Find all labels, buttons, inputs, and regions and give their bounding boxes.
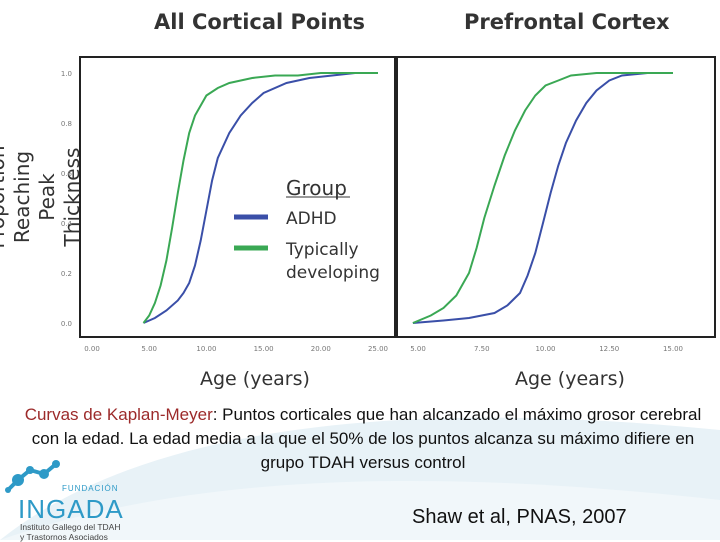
y-tick-label: 0.2 bbox=[61, 270, 72, 278]
caption: Curvas de Kaplan-Meyer: Puntos corticale… bbox=[18, 403, 708, 475]
series-line-adhd bbox=[143, 72, 378, 324]
x-tick-label: 10.00 bbox=[535, 345, 555, 353]
ingada-logo: FUNDACIÓN INGADA Instituto Gallego del T… bbox=[0, 458, 170, 542]
citation: Shaw et al, PNAS, 2007 bbox=[412, 506, 627, 528]
legend-label-typical-line2: developing bbox=[286, 263, 380, 283]
chart-area: 0.0 0.2 0.4 0.6 0.8 1.0 0.00 5.00 10.00 15.00 20.0… bbox=[61, 56, 716, 353]
y-tick-label: 0.0 bbox=[61, 320, 72, 328]
logo-subtitle-1: Instituto Gallego del TDAH bbox=[20, 522, 121, 532]
y-tick-label: 0.8 bbox=[61, 120, 72, 128]
y-tick-label: 0.4 bbox=[61, 220, 73, 228]
x-tick-label: 10.00 bbox=[196, 345, 216, 353]
plot-frame-1 bbox=[396, 56, 716, 338]
chart-title-right: Prefrontal Cortex bbox=[464, 10, 670, 34]
legend-label-adhd: ADHD bbox=[286, 209, 337, 229]
x-tick-label: 0.00 bbox=[84, 345, 100, 353]
legend-label-typical-line1: Typically bbox=[285, 240, 359, 260]
legend-title: Group bbox=[286, 176, 347, 200]
x-axis-label-left: Age (years) bbox=[200, 368, 310, 390]
caption-text: : Puntos corticales que han alcanzado el… bbox=[31, 405, 702, 472]
series-line-typical bbox=[142, 72, 378, 324]
figure: All Cortical Points Prefrontal Cortex Pr… bbox=[0, 10, 716, 390]
x-tick-label: 7.50 bbox=[474, 345, 490, 353]
legend-box bbox=[280, 173, 380, 285]
series-line-adhd bbox=[412, 72, 673, 324]
logo-subtitle-2: y Trastornos Asociados bbox=[20, 532, 108, 542]
y-tick-label: 1.0 bbox=[61, 70, 72, 78]
x-tick-label: 25.00 bbox=[368, 345, 388, 353]
x-tick-label: 20.00 bbox=[311, 345, 331, 353]
x-tick-label: 5.00 bbox=[410, 345, 426, 353]
x-tick-label: 15.00 bbox=[663, 345, 683, 353]
x-tick-label: 12.50 bbox=[599, 345, 619, 353]
x-tick-label: 5.00 bbox=[141, 345, 157, 353]
logo-fundacion: FUNDACIÓN bbox=[62, 484, 119, 493]
chart-title-left: All Cortical Points bbox=[154, 10, 366, 34]
logo-name: INGADA bbox=[18, 494, 124, 524]
x-axis-label-right: Age (years) bbox=[515, 368, 625, 390]
series-line-typical bbox=[412, 72, 673, 324]
logo-molecule-icon bbox=[5, 460, 60, 493]
caption-highlight: Curvas de Kaplan-Meyer bbox=[24, 405, 213, 424]
y-tick-label: 0.6 bbox=[61, 170, 73, 178]
x-tick-label: 15.00 bbox=[254, 345, 274, 353]
